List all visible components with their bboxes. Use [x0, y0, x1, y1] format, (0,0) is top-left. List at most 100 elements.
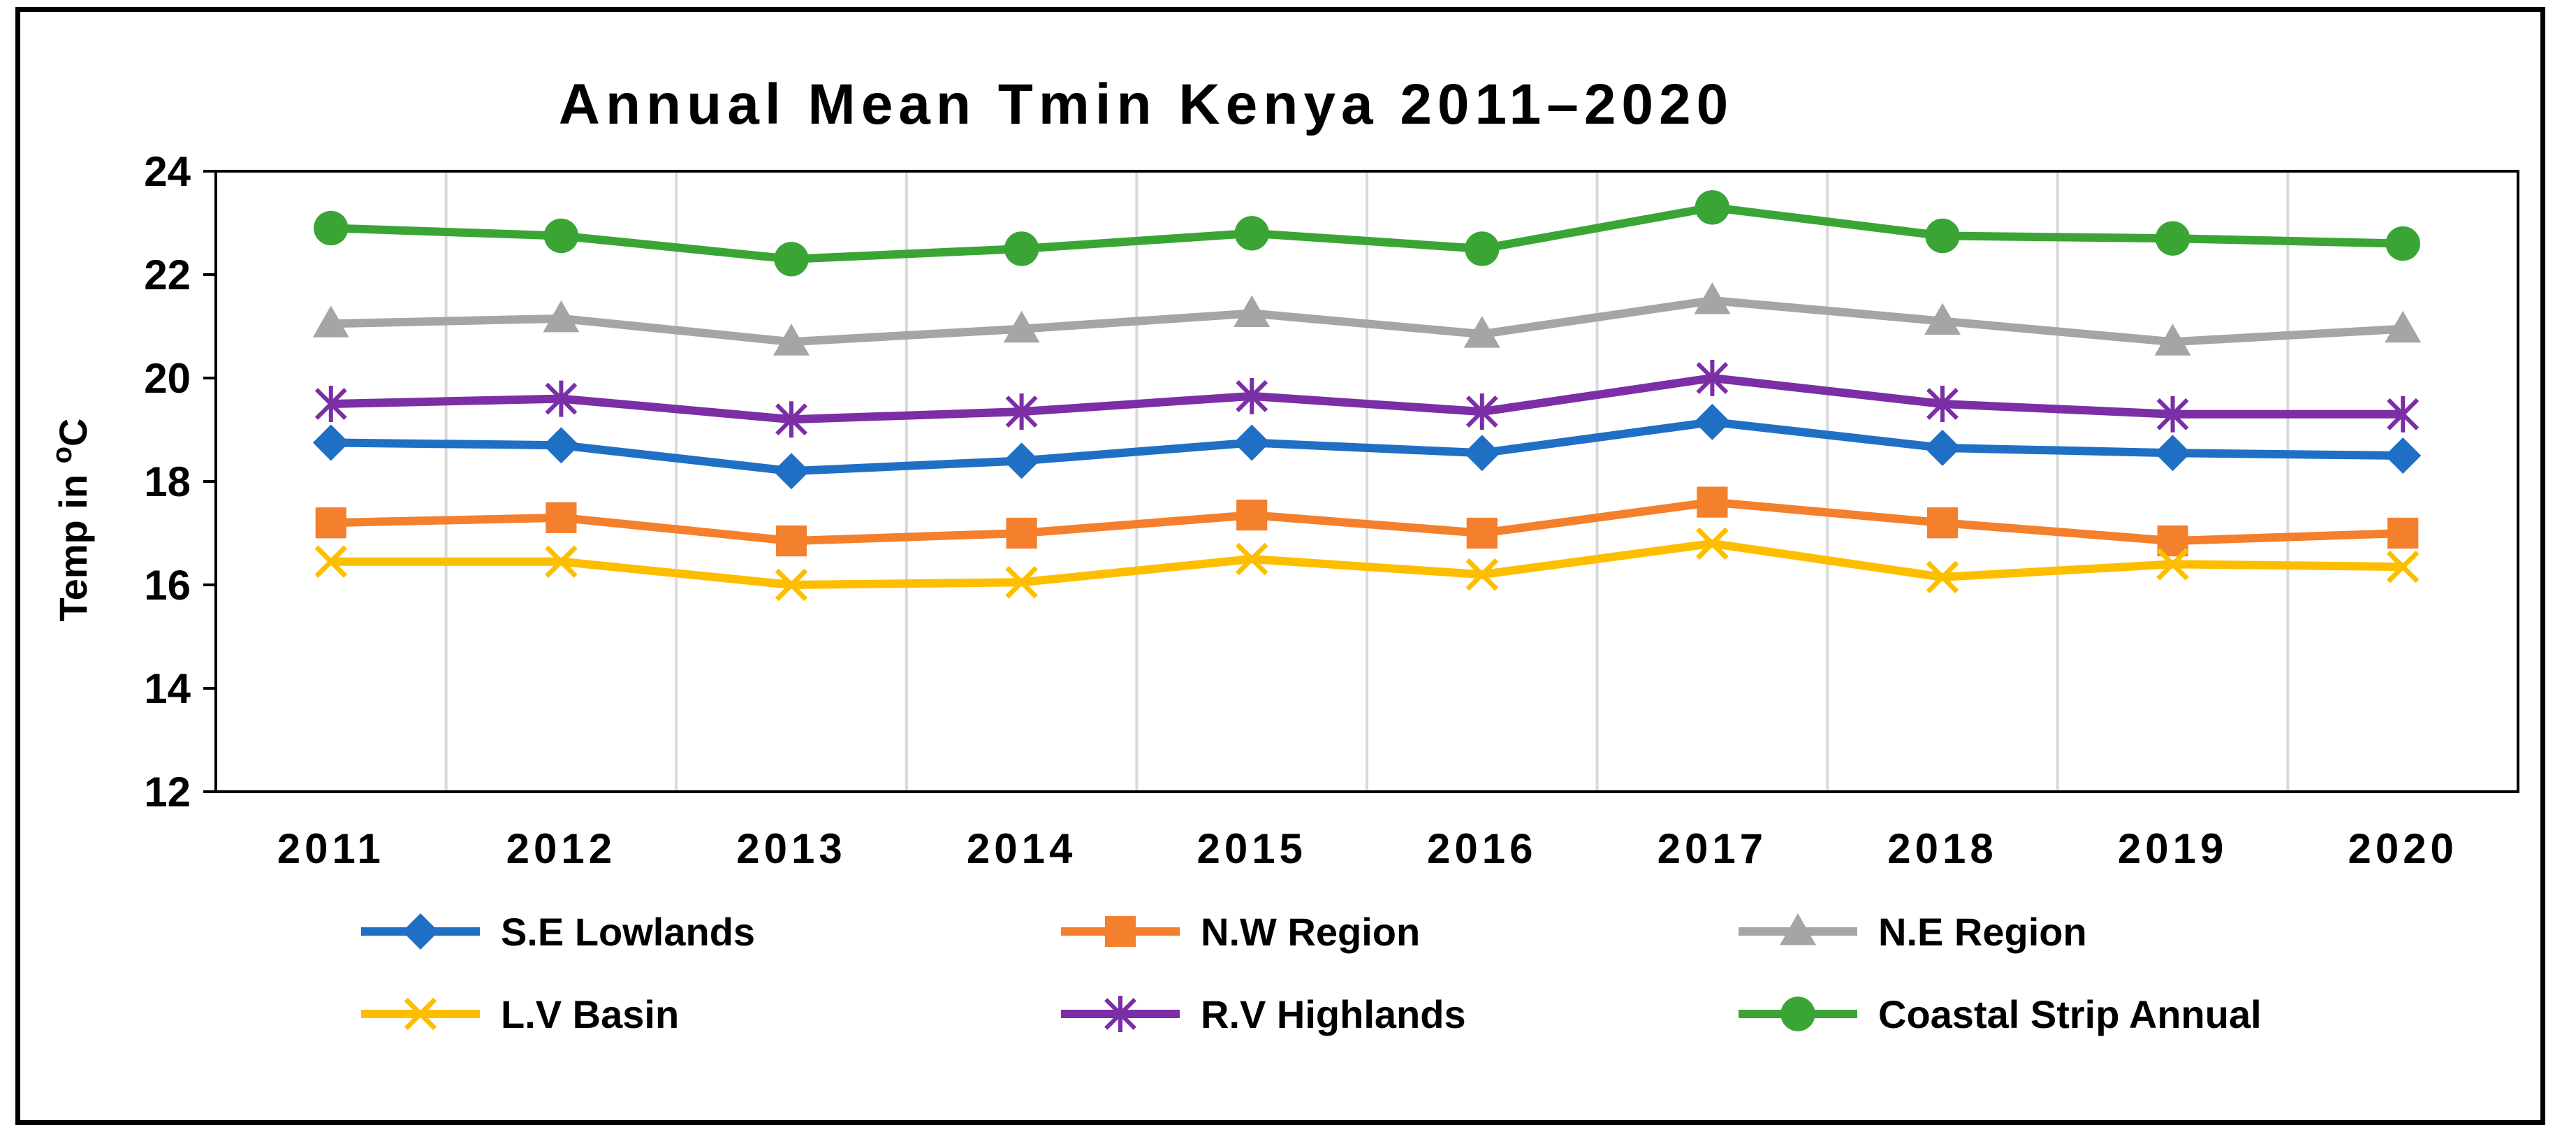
chart-frame: Annual Mean Tmin Kenya 2011–2020 Temp in…	[15, 7, 2545, 1125]
data-point	[1694, 282, 1731, 314]
data-point	[312, 424, 349, 461]
legend-item-s-e-lowlands: S.E Lowlands	[361, 910, 755, 954]
legend-label: N.E Region	[1878, 910, 2087, 954]
y-tick-label: 12	[144, 769, 191, 815]
y-tick-label: 14	[144, 665, 191, 712]
series-line	[330, 539, 2403, 589]
series-l-v-basin	[314, 527, 2420, 602]
x-tick-label: 2014	[967, 825, 1076, 872]
data-point	[1926, 386, 1959, 422]
marker-stroke	[1696, 527, 1729, 560]
y-axis-label-unit: C	[51, 419, 95, 447]
data-point	[773, 453, 810, 490]
y-axis-label-superscript: o	[47, 447, 78, 463]
legend-marker	[404, 997, 437, 1031]
data-point	[1924, 303, 1961, 335]
data-point	[2385, 437, 2422, 474]
y-axis-label: Temp in oC	[47, 419, 95, 622]
legend-item-coastal-strip-annual: Coastal Strip Annual	[1739, 992, 2262, 1036]
series-layer	[312, 190, 2422, 602]
data-point	[1926, 560, 1959, 594]
y-tick-label: 22	[144, 252, 191, 298]
y-axis-label-text: Temp in	[51, 463, 95, 621]
data-point	[1463, 316, 1500, 348]
data-point	[775, 525, 807, 557]
chart-title: Annual Mean Tmin Kenya 2011–2020	[559, 73, 1734, 136]
data-point	[1003, 442, 1040, 479]
data-point	[1005, 566, 1038, 599]
legend: S.E Lowlands N.W Region N.E Region L.V Basi…	[361, 910, 2262, 1036]
data-point	[314, 210, 349, 246]
legend-label: N.W Region	[1201, 910, 1420, 954]
legend-marker	[1780, 996, 1815, 1031]
data-point	[1466, 517, 1498, 549]
marker-stroke	[404, 997, 437, 1031]
legend-item-n-e-region: N.E Region	[1739, 910, 2087, 954]
legend-marker	[1104, 915, 1136, 948]
series-n-e-region	[312, 282, 2422, 356]
data-point	[2156, 548, 2189, 581]
legend-label: R.V Highlands	[1201, 992, 1466, 1036]
data-point	[1694, 403, 1731, 440]
data-point	[775, 401, 807, 438]
data-point	[543, 218, 579, 254]
marker-stroke	[314, 545, 348, 578]
data-point	[1006, 517, 1037, 549]
legend-marker	[1104, 996, 1136, 1032]
marker-stroke	[775, 568, 808, 602]
series-line	[330, 417, 2403, 476]
data-point	[1236, 500, 1268, 531]
gridlines	[444, 171, 2290, 792]
data-point	[1234, 216, 1269, 251]
data-point	[1234, 295, 1271, 327]
data-point	[543, 427, 580, 464]
y-tick-label: 18	[144, 458, 191, 505]
data-point	[1696, 360, 1729, 396]
marker-stroke	[1465, 558, 1499, 591]
series-r-v-highlands	[314, 360, 2420, 438]
series-line	[330, 498, 2403, 546]
data-point	[315, 507, 346, 539]
data-point	[775, 568, 808, 602]
data-point	[2154, 435, 2191, 472]
x-tick-label: 2016	[1427, 825, 1537, 872]
data-point	[1925, 218, 1960, 254]
legend-label: Coastal Strip Annual	[1878, 992, 2262, 1036]
data-point	[2386, 550, 2420, 583]
data-point	[1005, 393, 1038, 430]
y-tick-label: 24	[144, 148, 191, 195]
line-chart: Annual Mean Tmin Kenya 2011–2020 Temp in…	[47, 73, 2519, 1036]
x-tick-label: 2019	[2118, 825, 2227, 872]
data-point	[1695, 190, 1730, 225]
series-coastal-strip-annual	[314, 190, 2420, 277]
data-point	[773, 324, 810, 356]
data-point	[545, 545, 578, 578]
axes: 12 14 16 18 20 22 24 2011 2012 2013 2014 2015 2016 20…	[144, 148, 2454, 872]
data-point	[1696, 527, 1729, 560]
data-point	[1465, 393, 1498, 430]
marker-stroke	[1235, 542, 1268, 576]
data-point	[1465, 558, 1499, 591]
data-point	[2385, 226, 2420, 261]
data-point	[2154, 324, 2191, 356]
x-tick-label: 2012	[506, 825, 616, 872]
legend-item-n-w-region: N.W Region	[1061, 910, 1420, 954]
x-tick-label: 2015	[1196, 825, 1306, 872]
x-tick-label: 2018	[1887, 825, 1997, 872]
data-point	[314, 545, 348, 578]
data-point	[2385, 310, 2422, 343]
data-point	[314, 386, 347, 422]
y-tick-label: 20	[144, 355, 191, 402]
x-tick-label: 2013	[736, 825, 846, 872]
data-point	[1235, 542, 1268, 576]
data-point	[1004, 231, 1039, 266]
data-point	[1236, 377, 1268, 414]
data-point	[1003, 310, 1040, 343]
marker-stroke	[1005, 566, 1038, 599]
marker-stroke	[2156, 548, 2189, 581]
data-point	[1234, 424, 1271, 461]
legend-marker	[402, 913, 439, 950]
series-line	[330, 296, 2403, 347]
data-point	[1697, 486, 1728, 518]
data-point	[1463, 435, 1500, 472]
